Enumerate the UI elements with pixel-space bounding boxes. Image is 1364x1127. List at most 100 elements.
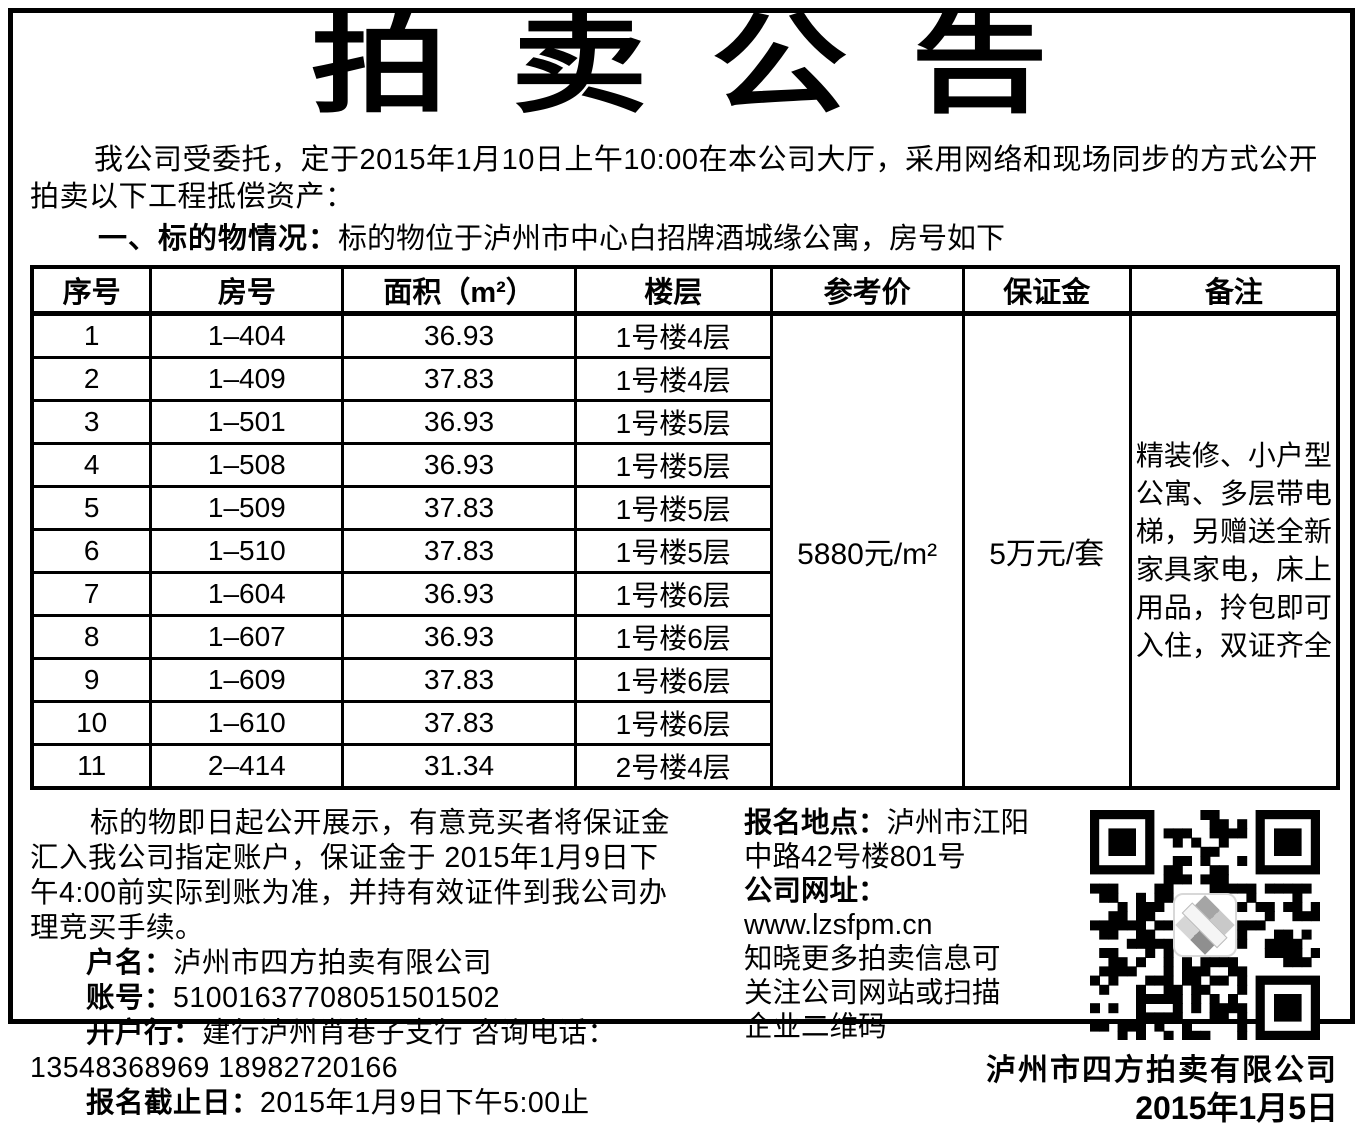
table-row: 2 1–409 37.83 1号楼4层 <box>30 356 1338 402</box>
table-row: 4 1–508 36.93 1号楼5层 <box>30 442 1338 488</box>
col-header-room: 房号 <box>149 265 345 316</box>
deadline-line: 报名截止日：2015年1月9日下午5:00止 <box>30 1086 678 1121</box>
cell-floor: 1号楼5层 <box>573 528 773 574</box>
table-row: 5 1–509 37.83 1号楼5层 <box>30 485 1338 531</box>
table-row: 11 2–414 31.34 2号楼4层 <box>30 743 1338 790</box>
signature-block: 泸州市四方拍卖有限公司 2015年1月5日 <box>744 1052 1340 1127</box>
table-row: 6 1–510 37.83 1号楼5层 <box>30 528 1338 574</box>
table-row: 1 1–404 36.93 1号楼4层 5880元/m² 5万元/套 精装修、小… <box>30 312 1340 790</box>
table-row: 10 1–610 37.83 1号楼6层 <box>30 700 1338 746</box>
table-header-row: 序号 房号 面积（m²） 楼层 参考价 保证金 备注 <box>30 265 1340 316</box>
qr-code-image <box>1090 810 1320 1040</box>
signature-date: 2015年1月5日 <box>1135 1090 1338 1126</box>
cell-area: 36.93 <box>341 614 577 660</box>
cell-seq: 7 <box>30 571 153 617</box>
account-no-line: 账号：51001637708051501502 <box>30 981 678 1016</box>
cell-area: 37.83 <box>341 356 577 402</box>
deadline-value: 2015年1月9日下午5:00止 <box>260 1087 590 1119</box>
location-value1: 泸州市江阳 <box>886 807 1030 839</box>
cell-seq: 9 <box>30 657 153 703</box>
account-name-label: 户名： <box>86 947 174 979</box>
cell-floor: 1号楼5层 <box>573 442 773 488</box>
cell-area: 31.34 <box>341 743 577 790</box>
notice-title: 拍卖公告 <box>310 4 1112 126</box>
cell-floor: 1号楼4层 <box>573 312 773 359</box>
col-header-remark: 备注 <box>1128 265 1340 316</box>
account-no-label: 账号： <box>86 982 174 1014</box>
bottom-section: 标的物即日起公开展示，有意竞买者将保证金汇入我公司指定账户，保证金于 2015年… <box>30 806 1340 1127</box>
bank-label: 开户行： <box>86 1017 203 1049</box>
cell-room: 1–501 <box>149 399 345 445</box>
cell-room: 1–609 <box>149 657 345 703</box>
table-row: 7 1–604 36.93 1号楼6层 <box>30 571 1338 617</box>
cell-seq: 8 <box>30 614 153 660</box>
cell-area: 36.93 <box>341 399 577 445</box>
location-line2: 中路42号楼801号 <box>744 841 966 873</box>
website-label-line: 公司网址： <box>744 874 1076 908</box>
cell-floor: 1号楼6层 <box>573 571 773 617</box>
cell-seq: 10 <box>30 700 153 746</box>
cell-floor: 2号楼4层 <box>573 743 773 790</box>
cell-room: 1–604 <box>149 571 345 617</box>
cell-floor: 1号楼6层 <box>573 614 773 660</box>
location-label: 报名地点： <box>744 807 887 839</box>
col-header-floor: 楼层 <box>573 265 773 316</box>
account-name-value: 泸州市四方拍卖有限公司 <box>173 947 493 979</box>
cell-room: 1–404 <box>149 312 345 359</box>
location-line1: 报名地点：泸州市江阳 <box>744 806 1076 840</box>
signature-company: 泸州市四方拍卖有限公司 <box>986 1054 1338 1087</box>
section-heading: 一、标的物情况：标的物位于泸州市中心白招牌酒城缘公寓，房号如下 <box>30 221 1340 257</box>
cell-room: 1–610 <box>149 700 345 746</box>
page-border-frame <box>8 8 1355 1024</box>
account-name-line: 户名：泸州市四方拍卖有限公司 <box>30 946 678 981</box>
cell-room: 2–414 <box>149 743 345 790</box>
cell-floor: 1号楼6层 <box>573 700 773 746</box>
table-row: 9 1–609 37.83 1号楼6层 <box>30 657 1338 703</box>
cell-seq: 2 <box>30 356 153 402</box>
cell-area: 37.83 <box>341 700 577 746</box>
qr-note-line2: 关注公司网站或扫描 <box>744 977 1001 1009</box>
cell-area: 37.83 <box>341 485 577 531</box>
cell-seq: 3 <box>30 399 153 445</box>
cell-seq: 1 <box>30 312 153 359</box>
cell-area: 37.83 <box>341 528 577 574</box>
cell-room: 1–510 <box>149 528 345 574</box>
account-no-value: 51001637708051501502 <box>173 982 501 1014</box>
col-header-area: 面积（m²） <box>341 265 577 316</box>
lots-table: 序号 房号 面积（m²） 楼层 参考价 保证金 备注 1 1–404 36.93… <box>30 265 1340 790</box>
cell-floor: 1号楼5层 <box>573 399 773 445</box>
deadline-label: 报名截止日： <box>86 1087 261 1119</box>
cell-room: 1–607 <box>149 614 345 660</box>
col-header-seq: 序号 <box>30 265 153 316</box>
notice-title-row: 拍卖公告 <box>30 4 1340 134</box>
contact-info: 报名地点：泸州市江阳 中路42号楼801号 公司网址： www.lzsfpm.c… <box>744 806 1076 1044</box>
section-heading-text: 标的物位于泸州市中心白招牌酒城缘公寓，房号如下 <box>338 223 1006 255</box>
table-row: 3 1–501 36.93 1号楼5层 <box>30 399 1338 445</box>
cell-room: 1–409 <box>149 356 345 402</box>
qr-note-line1: 知晓更多拍卖信息可 <box>744 943 1001 975</box>
cell-floor: 1号楼4层 <box>573 356 773 402</box>
table-row: 8 1–607 36.93 1号楼6层 <box>30 614 1338 660</box>
col-header-price: 参考价 <box>769 265 965 316</box>
cell-area: 36.93 <box>341 312 577 359</box>
contact-and-signature: 报名地点：泸州市江阳 中路42号楼801号 公司网址： www.lzsfpm.c… <box>678 806 1340 1127</box>
website-url: www.lzsfpm.cn <box>744 909 933 941</box>
col-header-deposit: 保证金 <box>961 265 1132 316</box>
bank-value: 建行泸州肖巷子支行 咨询电话： <box>202 1017 617 1049</box>
cell-floor: 1号楼5层 <box>573 485 773 531</box>
qr-note-line3: 企业二维码 <box>744 1011 887 1043</box>
cell-area: 36.93 <box>341 442 577 488</box>
cell-floor: 1号楼6层 <box>573 657 773 703</box>
phones-line: 13548368969 18982720166 <box>30 1052 399 1084</box>
cell-seq: 4 <box>30 442 153 488</box>
qr-center-logo <box>1173 893 1237 957</box>
cell-remark: 精装修、小户型公寓、多层带电梯，另赠送全新家具家电，床上用品，拎包即可入住，双证… <box>1128 312 1340 790</box>
website-label: 公司网址： <box>744 875 887 907</box>
section-heading-label: 一、标的物情况： <box>98 223 339 255</box>
company-logo-icon <box>1175 895 1235 955</box>
bank-line: 开户行：建行泸州肖巷子支行 咨询电话： <box>30 1016 678 1051</box>
cell-seq: 6 <box>30 528 153 574</box>
intro-paragraph: 我公司受委托，定于2015年1月10日上午10:00在本公司大厅，采用网络和现场… <box>30 144 1318 213</box>
cell-reference-price: 5880元/m² <box>769 312 965 790</box>
cell-area: 37.83 <box>341 657 577 703</box>
